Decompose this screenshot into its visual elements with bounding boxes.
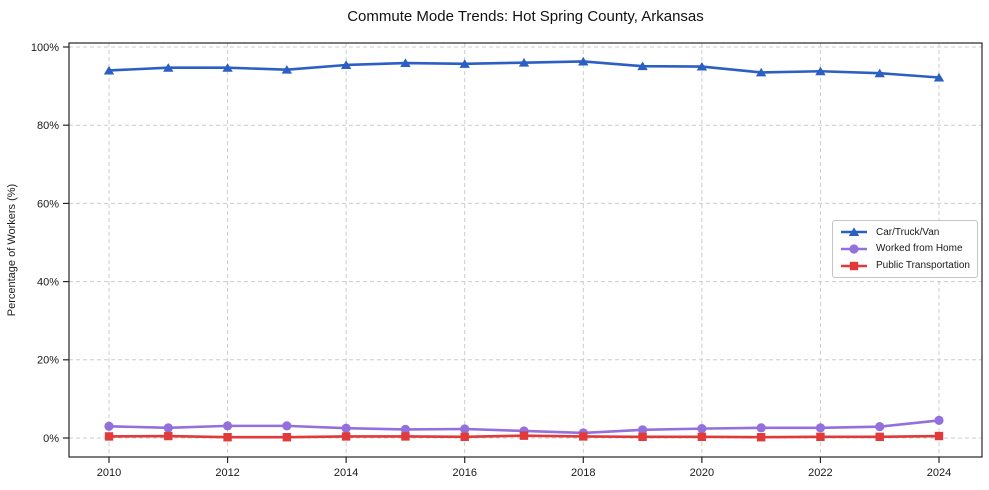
data-point-worked-from-home — [341, 423, 351, 433]
chart-title: Commute Mode Trends: Hot Spring County, … — [347, 8, 704, 25]
y-tick-label: 60% — [37, 198, 59, 210]
legend-marker-circle-icon — [841, 244, 867, 254]
data-point-car-truck-van — [400, 58, 411, 68]
data-point-public-transportation — [816, 432, 825, 442]
data-point-car-truck-van — [340, 60, 352, 69]
data-point-public-transportation — [875, 432, 884, 442]
y-axis-title: Percentage of Workers (%) — [6, 184, 18, 316]
data-point-car-truck-van — [637, 61, 648, 71]
x-tick-label: 2010 — [97, 467, 121, 479]
data-point-public-transportation — [579, 432, 588, 441]
data-point-worked-from-home — [163, 423, 173, 433]
x-tick-label: 2014 — [334, 467, 358, 479]
data-point-public-transportation — [519, 431, 529, 440]
data-point-worked-from-home — [282, 421, 292, 431]
legend-marker-square-icon — [841, 261, 867, 270]
data-point-public-transportation — [104, 432, 114, 441]
data-point-worked-from-home — [934, 415, 944, 426]
data-point-car-truck-van — [281, 65, 293, 74]
data-point-car-truck-van — [933, 72, 945, 82]
x-tick-label: 2018 — [571, 467, 595, 479]
data-point-car-truck-van — [163, 63, 174, 72]
y-tick-label: 20% — [37, 355, 59, 367]
data-point-public-transportation — [341, 432, 351, 441]
data-point-worked-from-home — [815, 423, 826, 433]
x-tick-label: 2022 — [808, 467, 832, 479]
data-point-car-truck-van — [518, 58, 530, 67]
data-point-worked-from-home — [460, 424, 470, 434]
legend: Car/Truck/Van Worked from Home Public Tr… — [832, 220, 978, 278]
data-point-public-transportation — [934, 431, 944, 441]
y-tick-label: 80% — [37, 120, 59, 132]
data-point-public-transportation — [638, 432, 647, 442]
data-point-public-transportation — [223, 433, 232, 442]
x-tick-label: 2016 — [452, 467, 476, 479]
data-point-public-transportation — [697, 432, 707, 442]
data-point-car-truck-van — [755, 67, 767, 77]
plot-border — [68, 42, 983, 458]
legend-entry-car-truck-van: Car/Truck/Van — [839, 224, 971, 240]
data-point-car-truck-van — [103, 65, 115, 75]
data-point-worked-from-home — [756, 423, 766, 433]
data-point-public-transportation — [756, 433, 766, 442]
legend-label: Car/Truck/Van — [876, 226, 940, 238]
data-point-worked-from-home — [400, 424, 411, 434]
data-point-worked-from-home — [875, 422, 885, 432]
y-tick-label: 100% — [31, 42, 59, 54]
legend-label: Worked from Home — [876, 243, 963, 255]
data-point-public-transportation — [401, 432, 410, 441]
data-point-public-transportation — [164, 431, 173, 441]
data-point-car-truck-van — [696, 61, 708, 71]
data-point-worked-from-home — [697, 424, 707, 434]
legend-entry-public-transportation: Public Transportation — [839, 258, 971, 274]
x-tick-label: 2012 — [215, 467, 239, 479]
y-tick-label: 40% — [37, 276, 59, 288]
legend-entry-worked-from-home: Worked from Home — [839, 241, 971, 257]
data-point-car-truck-van — [222, 63, 233, 72]
data-point-car-truck-van — [815, 66, 826, 76]
data-point-worked-from-home — [637, 425, 648, 435]
x-tick-label: 2024 — [927, 467, 951, 479]
data-point-car-truck-van — [459, 59, 470, 68]
data-point-car-truck-van — [874, 68, 885, 78]
legend-marker-triangle-icon — [841, 227, 867, 237]
x-tick-label: 2020 — [690, 467, 714, 479]
data-point-car-truck-van — [578, 56, 589, 66]
data-point-worked-from-home — [222, 421, 233, 431]
data-point-public-transportation — [282, 433, 292, 442]
data-point-worked-from-home — [104, 421, 114, 431]
data-point-public-transportation — [460, 432, 469, 442]
y-tick-label: 0% — [43, 433, 59, 445]
legend-label: Public Transportation — [876, 260, 970, 272]
